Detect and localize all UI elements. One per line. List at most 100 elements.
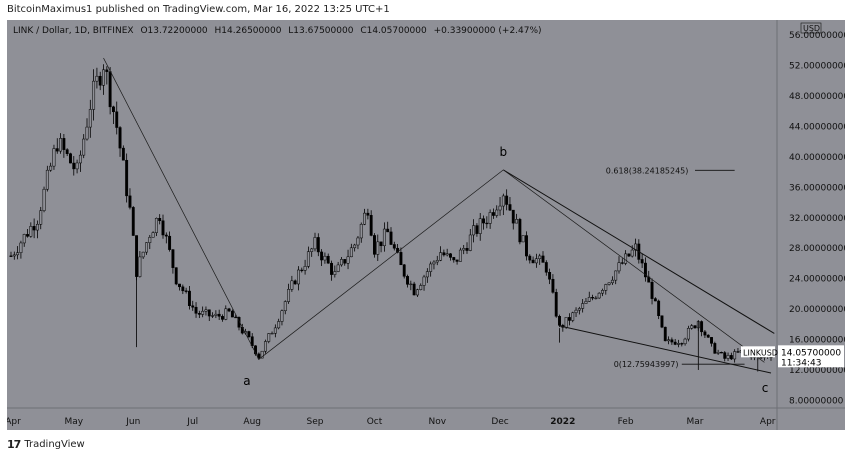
candle-body — [174, 267, 178, 285]
candle-body — [154, 217, 158, 233]
candle-body — [482, 218, 485, 224]
candle-body — [42, 188, 46, 211]
candle-body — [617, 262, 621, 272]
candle-body — [187, 290, 191, 306]
candle-body — [16, 252, 20, 256]
tradingview-logo-icon: 17 — [7, 438, 21, 451]
candle-body — [194, 306, 198, 314]
candle-body — [610, 279, 614, 284]
y-tick-label: 20.00000000 — [789, 305, 845, 315]
y-tick-label: 28.00000000 — [789, 244, 845, 254]
candle-body — [9, 255, 13, 257]
x-tick-label: Aug — [243, 417, 261, 427]
candle-body — [577, 308, 581, 311]
x-tick-label: Sep — [307, 417, 324, 427]
candle-body — [455, 259, 459, 262]
candle-body — [148, 237, 152, 243]
candle-body — [303, 266, 307, 271]
candle-body — [657, 300, 661, 317]
x-tick-label: Feb — [618, 417, 634, 427]
candle-body — [102, 69, 105, 86]
candle-body — [594, 297, 598, 300]
currency-label: USD — [803, 24, 820, 33]
candle-body — [419, 285, 423, 290]
candle-body — [128, 195, 132, 208]
candle-body — [465, 248, 469, 251]
candle-body — [141, 251, 145, 258]
candle-body — [584, 301, 588, 304]
candle-body — [171, 249, 175, 268]
candle-body — [323, 255, 327, 261]
candle-body — [161, 220, 165, 236]
candle-body — [35, 224, 39, 231]
candle-body — [382, 228, 386, 247]
candle-body — [607, 282, 611, 285]
candle-body — [597, 292, 601, 299]
y-tick-label: 40.00000000 — [789, 153, 845, 163]
candle-body — [26, 234, 29, 237]
x-tick-label: Jun — [125, 417, 140, 427]
candle-body — [78, 154, 82, 164]
candle-body — [49, 165, 53, 171]
candle-body — [624, 253, 628, 264]
candle-body — [273, 327, 277, 334]
candle-body — [723, 352, 727, 359]
candle-body — [673, 341, 677, 345]
candle-body — [472, 225, 476, 236]
candle-body — [316, 237, 320, 253]
publish-header: BitcoinMaximus1 published on TradingView… — [7, 4, 390, 15]
candle-body — [501, 195, 505, 207]
x-tick-label: Apr — [7, 417, 21, 427]
wave-line — [258, 169, 504, 360]
candle-body — [525, 235, 528, 257]
candlestick-chart[interactable]: 56.00000000 52.00000000 48.00000000 44.0000… — [7, 20, 845, 430]
candle-body — [62, 138, 66, 150]
candle-body — [19, 242, 23, 253]
chart-area[interactable]: 56.00000000 52.00000000 48.00000000 44.0000… — [7, 20, 845, 430]
candle-body — [300, 269, 304, 272]
wave-line — [503, 169, 765, 363]
legend-open: O13.72200000 — [140, 26, 208, 36]
candle-body — [643, 262, 647, 278]
candle-body — [224, 308, 228, 320]
candle-body — [333, 271, 337, 275]
candle-body — [221, 316, 224, 320]
candle-body — [237, 317, 241, 328]
candle-body — [211, 315, 215, 317]
candle-body — [151, 232, 155, 238]
candle-body — [601, 290, 604, 294]
candle-body — [69, 153, 72, 164]
candle-body — [386, 228, 390, 233]
y-tick-label: 24.00000000 — [789, 275, 845, 285]
candle-body — [293, 280, 297, 285]
candle-body — [435, 260, 439, 263]
candle-body — [145, 242, 148, 253]
wave-label-c: c — [762, 381, 769, 395]
candle-body — [230, 310, 234, 318]
x-tick-label: Oct — [367, 417, 383, 427]
candle-body — [52, 148, 56, 167]
legend-symbol: LINK / Dollar, 1D, BITFINEX — [13, 26, 134, 36]
candle-body — [445, 253, 449, 256]
candle-body — [336, 264, 340, 272]
candle-body — [548, 272, 552, 280]
candle-body — [458, 249, 462, 262]
candle-body — [693, 325, 697, 329]
candle-body — [320, 251, 324, 261]
tradingview-footer[interactable]: 17 TradingView — [7, 438, 85, 451]
candle-body — [587, 297, 591, 302]
candle-body — [55, 148, 59, 152]
candle-body — [544, 262, 548, 273]
candle-body — [105, 69, 109, 72]
candle-body — [158, 217, 162, 222]
candle-body — [630, 249, 634, 257]
y-tick-label: 56.00000000 — [789, 31, 845, 41]
candle-body — [217, 313, 221, 317]
candle-body — [168, 235, 172, 250]
candle-body — [111, 106, 115, 113]
candle-body — [326, 255, 330, 264]
candle-body — [257, 353, 261, 359]
candle-body — [541, 255, 545, 263]
candle-body — [581, 303, 585, 309]
candle-body — [409, 283, 413, 286]
